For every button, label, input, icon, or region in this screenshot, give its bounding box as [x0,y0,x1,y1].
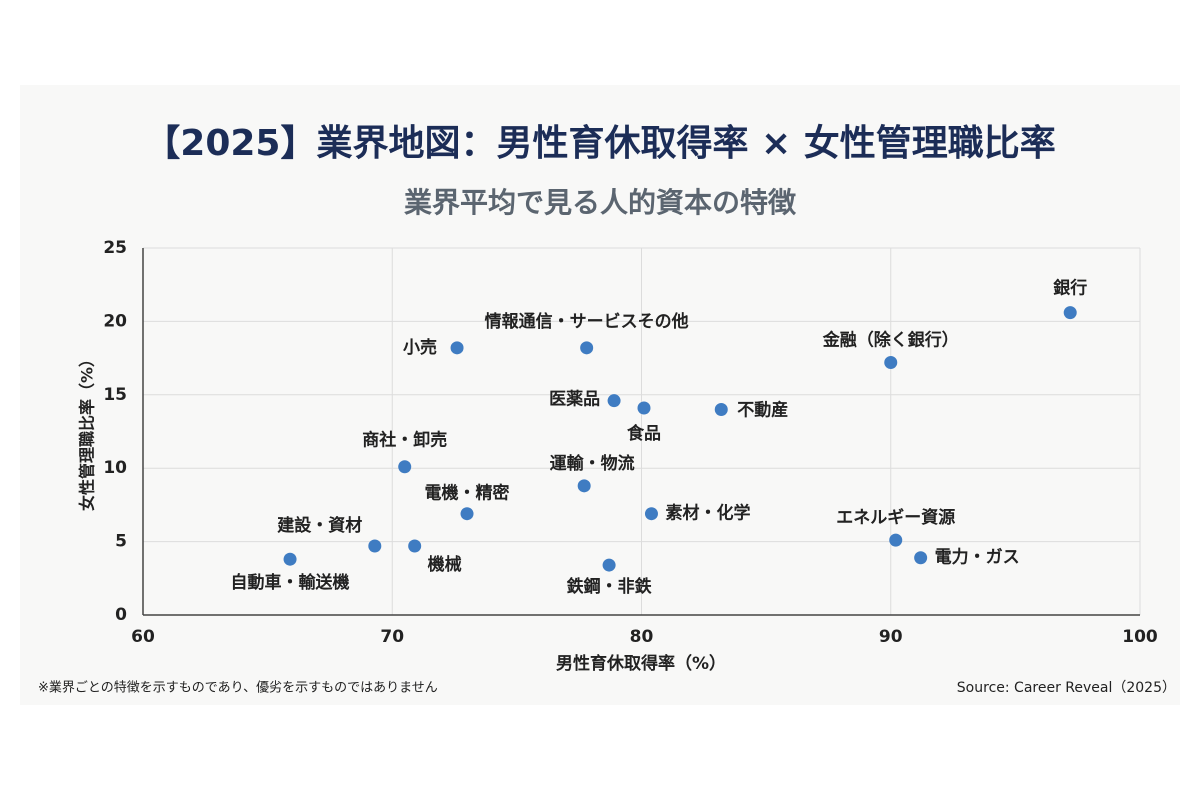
point [644,507,658,521]
source: Source: Career Reveal（2025） [957,680,1176,696]
point [450,341,464,355]
point-label: 情報通信・サービスその他 [485,311,689,332]
point-label: 食品 [627,423,661,444]
point [460,507,474,521]
point-label: 自動車・輸送機 [231,572,350,593]
chart-title: 【2025】業界地図：男性育休取得率 × 女性管理職比率 [144,123,1055,164]
point [408,539,422,553]
point-label: エネルギー資源 [836,507,955,528]
y-tick-label: 0 [115,605,127,625]
footnote: ※業界ごとの特徴を示すものであり、優劣を示すものではありません [38,680,438,696]
point [607,394,621,408]
y-tick-label: 15 [103,385,127,405]
point [602,558,616,572]
point-label: 電機・精密 [425,483,510,504]
point [368,539,382,553]
chart-subtitle: 業界平均で見る人的資本の特徴 [404,186,797,219]
point [714,402,728,416]
x-axis-label: 男性育休取得率（%） [556,653,726,674]
point [914,551,928,565]
point-label: 電力・ガス [935,547,1020,568]
point-label: 素材・化学 [665,503,750,524]
point-label: 建設・資材 [277,515,362,536]
point-label: 運輸・物流 [550,453,635,474]
point [889,533,903,547]
point [580,341,594,355]
point-label: 鉄鋼・非鉄 [567,576,652,597]
y-tick-label: 20 [103,311,127,331]
point-label: 金融（除く銀行） [822,330,959,351]
y-tick-label: 10 [103,458,127,478]
point-label: 商社・卸売 [362,430,447,451]
point-label: 医薬品 [549,390,600,410]
point [637,401,651,415]
point-label: 銀行 [1053,278,1087,299]
point [884,356,898,370]
x-tick-label: 80 [630,627,654,647]
y-tick-label: 5 [115,532,127,552]
x-tick-label: 90 [879,627,903,647]
x-tick-label: 70 [380,627,404,647]
point [398,460,412,474]
point [1063,306,1077,320]
y-axis-label: 女性管理職比率（%） [78,351,97,511]
point-label: 不動産 [737,399,788,420]
point-label: 機械 [428,554,462,575]
x-tick-label: 100 [1122,627,1158,647]
y-tick-label: 25 [103,238,127,258]
x-tick-label: 60 [131,627,155,647]
point-label: 小売 [403,337,437,358]
point [283,552,297,566]
point [577,479,591,493]
